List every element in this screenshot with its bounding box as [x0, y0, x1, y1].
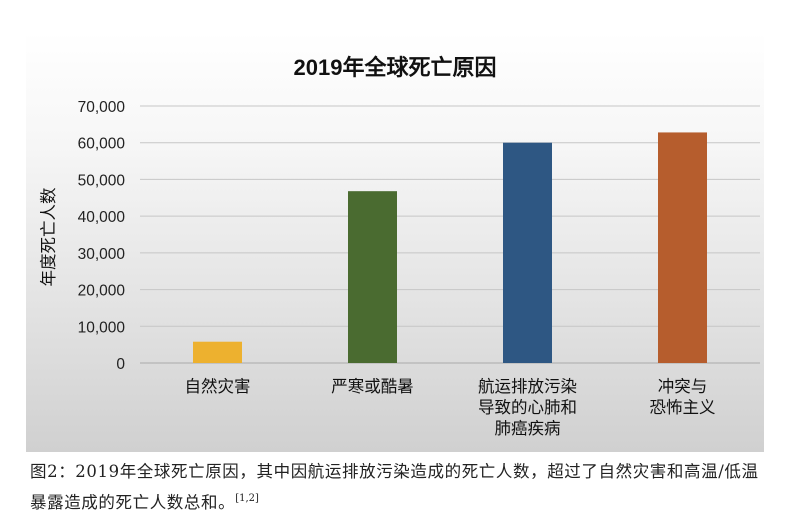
- caption-text: 图2：2019年全球死亡原因，其中因航运排放污染造成的死亡人数，超过了自然灾害和…: [30, 462, 759, 512]
- bar: [193, 341, 242, 363]
- y-tick-label: 20,000: [78, 283, 126, 300]
- bar: [348, 191, 397, 363]
- y-tick-label: 0: [116, 356, 125, 373]
- y-axis-label: 年度死亡人数: [39, 187, 58, 287]
- bar: [503, 142, 552, 363]
- chart-panel: 2019年全球死亡原因 0 10,000 20,000 30,000 40,000 50,0…: [26, 32, 764, 452]
- y-tick-label: 70,000: [78, 99, 126, 116]
- bar: [658, 132, 707, 363]
- chart-title: 2019年全球死亡原因: [294, 55, 497, 80]
- bar-chart: 2019年全球死亡原因 0 10,000 20,000 30,000 40,000 50,0…: [39, 55, 760, 438]
- caption-reference: [1,2]: [235, 493, 259, 504]
- y-tick-label: 50,000: [78, 172, 126, 189]
- x-category-label: 恐怖主义: [650, 398, 716, 417]
- x-category-label: 航运排放污染: [478, 377, 577, 396]
- x-category-label: 严寒或酷暑: [331, 377, 414, 396]
- x-category-label: 自然灾害: [185, 377, 251, 396]
- y-tick-label: 60,000: [78, 136, 126, 153]
- figure-caption: 图2：2019年全球死亡原因，其中因航运排放污染造成的死亡人数，超过了自然灾害和…: [30, 458, 770, 516]
- x-category-label: 导致的心肺和: [478, 398, 577, 417]
- x-category-label: 冲突与: [658, 377, 708, 396]
- y-tick-label: 40,000: [78, 209, 126, 226]
- y-tick-label: 30,000: [78, 246, 126, 263]
- y-tick-label: 10,000: [78, 319, 126, 336]
- x-category-label: 肺癌疾病: [495, 419, 561, 438]
